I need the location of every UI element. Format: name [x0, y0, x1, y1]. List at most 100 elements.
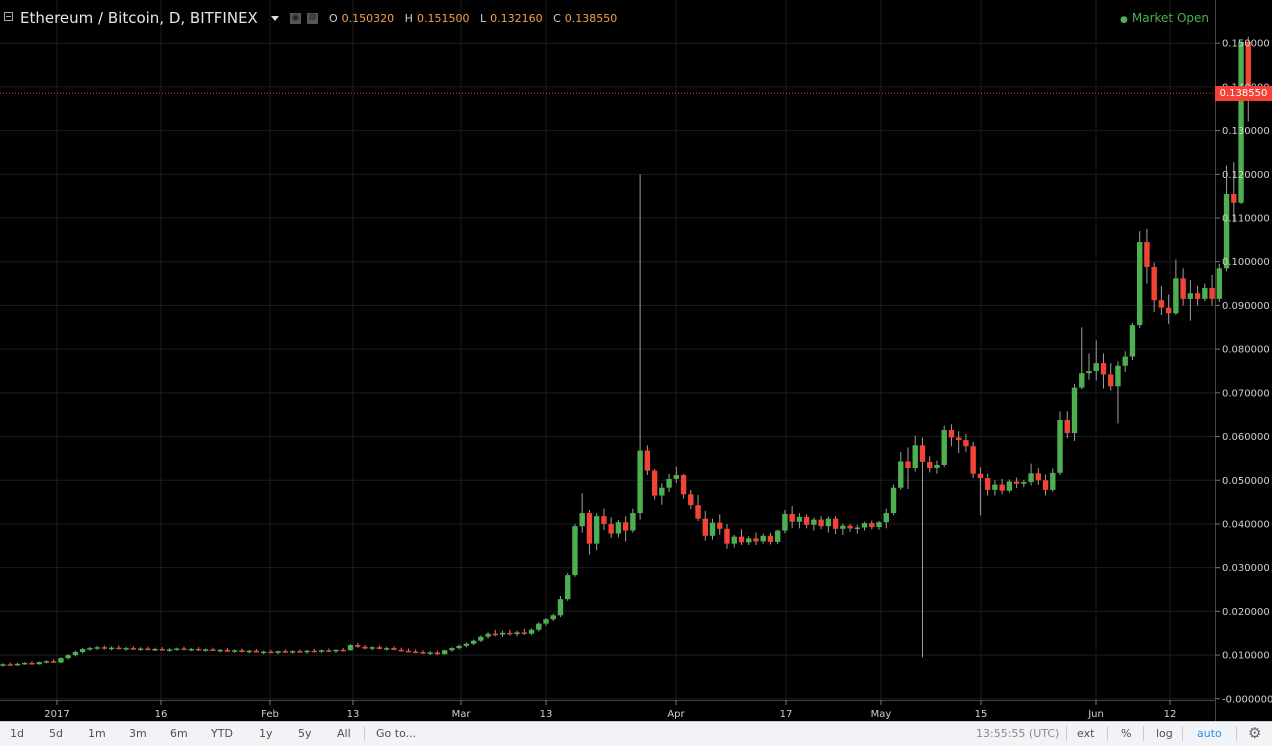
range-5d-button[interactable]: 5d — [49, 727, 63, 740]
candle — [746, 536, 752, 545]
candle — [1151, 262, 1157, 312]
price-tick-label: 0.020000 — [1222, 607, 1270, 618]
bottom-toolbar: 1d 5d 1m 3m 6m YTD 1y 5y All Go to... 13… — [0, 721, 1272, 746]
candle-body — [898, 461, 904, 488]
candle-body — [1209, 287, 1215, 299]
candle-body — [847, 525, 853, 529]
candle — [318, 649, 325, 653]
candle-body — [869, 523, 875, 528]
candle-body — [738, 536, 745, 543]
range-6m-button[interactable]: 6m — [170, 727, 188, 740]
candle-body — [630, 513, 636, 531]
candle — [36, 661, 42, 665]
candle — [14, 662, 21, 667]
candle — [478, 635, 484, 642]
candle-body — [1238, 41, 1244, 203]
candle-body — [601, 516, 607, 524]
candle — [79, 648, 86, 654]
candle-body — [861, 523, 868, 528]
candle — [1187, 280, 1194, 321]
percent-toggle[interactable]: % — [1121, 727, 1132, 740]
last-price-label: 0.138550 — [1215, 85, 1272, 101]
gear-icon[interactable]: ⚙ — [307, 13, 318, 24]
candle — [470, 639, 477, 646]
candle-body — [941, 430, 947, 465]
candle-body — [22, 662, 28, 665]
candle-body — [876, 522, 882, 528]
symbol-title[interactable]: Ethereum / Bitcoin, D, BITFINEX — [20, 9, 258, 27]
ext-toggle[interactable]: ext — [1077, 727, 1095, 740]
candle — [449, 647, 455, 652]
candle — [1006, 479, 1013, 493]
candle-body — [289, 651, 296, 653]
candle — [434, 650, 441, 656]
candle — [72, 650, 79, 657]
candle-body — [767, 535, 774, 542]
range-ytd-button[interactable]: YTD — [211, 727, 233, 740]
candle — [268, 649, 274, 654]
candle-body — [130, 648, 137, 650]
candle-body — [260, 651, 267, 654]
candle — [992, 480, 998, 496]
range-5y-button[interactable]: 5y — [298, 727, 312, 740]
candle — [116, 645, 122, 650]
time-tick-label: 17 — [780, 709, 793, 720]
candle — [1129, 322, 1136, 361]
candle-body — [14, 663, 21, 666]
candle-body — [123, 648, 129, 650]
candle — [145, 646, 151, 651]
candle-body — [543, 619, 549, 624]
candle-body — [1202, 287, 1208, 299]
candle-body — [116, 647, 122, 650]
eye-icon[interactable]: ◉ — [290, 13, 301, 24]
candle-body — [195, 648, 202, 651]
candle — [1042, 474, 1049, 496]
price-chart[interactable]: 0.1500000.1400000.1300000.1200000.110000… — [0, 0, 1272, 721]
candle — [1216, 263, 1223, 302]
candle — [22, 662, 28, 665]
candle-body — [384, 648, 390, 650]
gear-icon[interactable]: ⚙ — [1248, 724, 1262, 742]
candle-body — [101, 647, 108, 649]
candle-body — [1028, 473, 1034, 483]
range-1d-button[interactable]: 1d — [10, 727, 24, 740]
candle-body — [405, 650, 412, 653]
candle-body — [478, 636, 484, 641]
candle-body — [984, 478, 991, 490]
candle-body — [65, 655, 71, 659]
auto-scale-toggle[interactable]: auto — [1197, 727, 1222, 740]
candle-body — [1223, 193, 1230, 269]
candle-body — [521, 632, 527, 634]
collapse-icon[interactable] — [4, 12, 13, 21]
price-tick-label: 0.030000 — [1222, 563, 1270, 574]
candle — [593, 513, 600, 551]
price-tick-label: 0.010000 — [1222, 651, 1270, 662]
candle-body — [441, 650, 448, 655]
candle — [1180, 268, 1186, 306]
candle — [239, 648, 245, 653]
range-all-button[interactable]: All — [337, 727, 351, 740]
candle-body — [796, 516, 803, 522]
candle — [456, 644, 462, 650]
candle — [326, 648, 332, 653]
goto-button[interactable]: Go to... — [376, 727, 417, 740]
ohlc-values: O 0.150320 H 0.151500 L 0.132160 C 0.138550 — [329, 12, 624, 25]
range-1m-button[interactable]: 1m — [88, 727, 106, 740]
candle-body — [1042, 480, 1049, 490]
candle — [166, 648, 173, 652]
toolbar-divider — [1236, 726, 1237, 741]
candle-body — [1115, 365, 1121, 387]
candle — [210, 647, 216, 652]
candle-body — [579, 513, 585, 527]
candle — [615, 520, 622, 538]
chevron-down-icon[interactable] — [271, 16, 279, 21]
candle — [565, 572, 571, 601]
range-1y-button[interactable]: 1y — [259, 727, 273, 740]
chart-grid — [0, 0, 1215, 700]
range-3m-button[interactable]: 3m — [129, 727, 147, 740]
log-toggle[interactable]: log — [1156, 727, 1173, 740]
candle-body — [427, 652, 433, 654]
candle — [854, 524, 861, 534]
candle — [1079, 327, 1085, 390]
